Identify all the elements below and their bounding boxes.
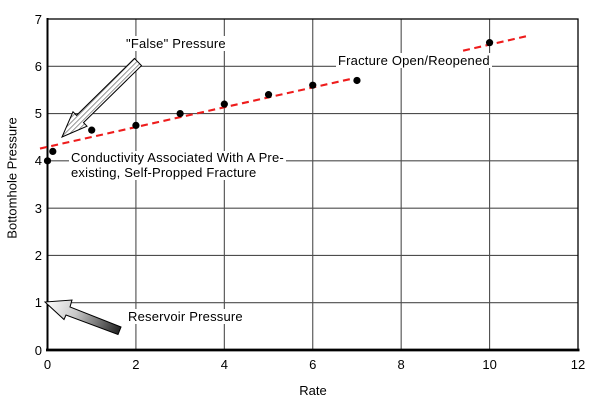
data-point xyxy=(309,81,317,89)
data-point xyxy=(353,76,361,85)
x-tick-label: 12 xyxy=(570,357,586,372)
x-tick-label: 4 xyxy=(220,357,228,372)
y-tick-label: 0 xyxy=(34,342,42,358)
data-point xyxy=(49,147,57,155)
x-tick-label: 2 xyxy=(132,357,140,372)
data-point xyxy=(43,157,52,165)
trendline-segment xyxy=(462,34,530,52)
annotation-fracture-open: Fracture Open/Reopened xyxy=(336,53,492,68)
y-tick-label: 3 xyxy=(34,200,42,216)
annotation-false-pressure: "False" Pressure xyxy=(124,36,228,51)
annotation-conductivity: Conductivity Associated With A Pre- exis… xyxy=(69,150,286,180)
x-tick-label: 8 xyxy=(397,357,405,372)
y-axis-title: Bottomhole Pressure xyxy=(4,117,20,239)
annotation-reservoir-pressure: Reservoir Pressure xyxy=(126,309,245,324)
x-tick-label: 10 xyxy=(482,357,497,372)
annotation-conductivity-line1: Conductivity Associated With A Pre- xyxy=(71,150,284,165)
y-tick-label: 6 xyxy=(34,58,42,74)
x-tick-label: 6 xyxy=(309,357,317,372)
data-point xyxy=(485,39,494,47)
y-tick-label: 5 xyxy=(34,106,42,122)
annotation-conductivity-line2: existing, Self-Propped Fracture xyxy=(71,164,257,180)
data-point xyxy=(132,121,140,129)
data-point xyxy=(264,91,273,99)
trendline-segment xyxy=(39,78,351,150)
x-axis-title: Rate xyxy=(299,383,327,398)
data-point xyxy=(176,109,184,118)
x-tick-label: 0 xyxy=(43,357,52,372)
reservoir-pressure-arrow xyxy=(43,299,122,336)
data-point xyxy=(88,126,96,134)
y-tick-label: 7 xyxy=(34,11,42,27)
false-pressure-arrow xyxy=(61,57,143,138)
y-tick-label: 1 xyxy=(34,295,42,311)
data-point xyxy=(220,100,228,108)
y-tick-label: 4 xyxy=(34,153,42,169)
y-tick-label: 2 xyxy=(34,247,42,263)
